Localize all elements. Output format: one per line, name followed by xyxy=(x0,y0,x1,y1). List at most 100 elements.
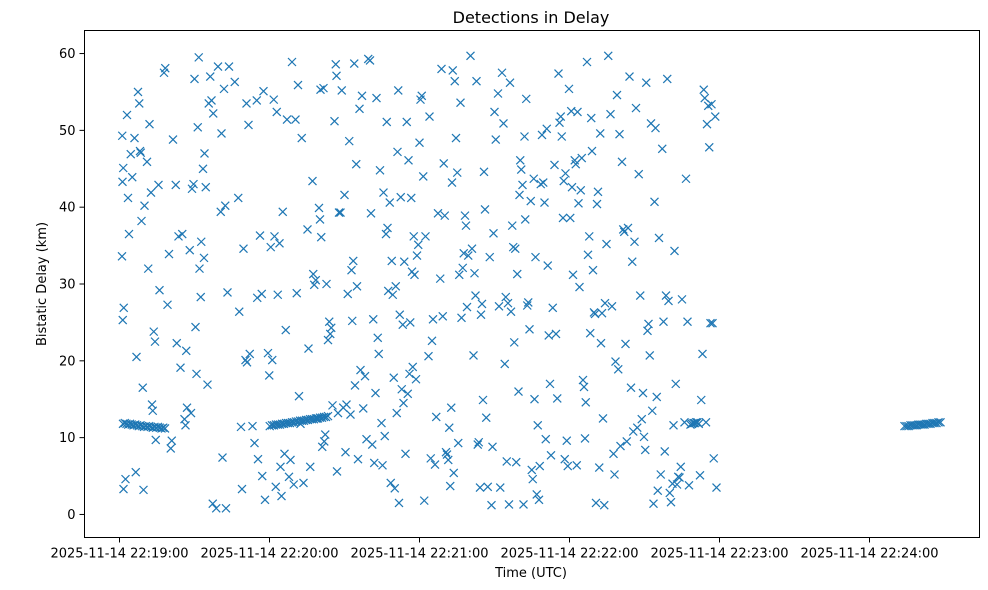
data-point-x-marker xyxy=(532,490,542,499)
data-point-x-marker xyxy=(372,93,381,103)
data-point-x-marker xyxy=(509,337,519,347)
x-tick-label: 2025-11-14 22:20:00 xyxy=(200,547,338,562)
data-point-x-marker xyxy=(622,437,632,446)
data-point-x-marker xyxy=(316,85,325,95)
data-point-x-marker xyxy=(140,201,149,211)
data-point-x-marker xyxy=(304,344,313,353)
data-point-x-marker xyxy=(158,423,168,433)
data-point-x-marker xyxy=(193,122,203,132)
data-point-x-marker xyxy=(426,453,436,463)
data-point-x-marker xyxy=(117,131,127,141)
data-point-x-marker xyxy=(182,403,192,413)
data-point-x-marker xyxy=(652,392,662,402)
data-point-x-marker xyxy=(607,301,617,311)
data-point-x-marker xyxy=(308,176,317,186)
data-point-x-marker xyxy=(699,85,709,95)
data-point-x-marker xyxy=(495,483,505,492)
data-point-x-marker xyxy=(701,417,711,427)
data-point-x-marker xyxy=(561,168,570,178)
data-point-x-marker xyxy=(292,288,302,298)
data-point-x-marker xyxy=(122,110,132,120)
data-point-x-marker xyxy=(273,290,283,300)
data-points xyxy=(117,51,945,513)
data-point-x-marker xyxy=(424,351,433,361)
data-point-x-marker xyxy=(672,480,682,489)
data-point-x-marker xyxy=(271,482,281,492)
data-point-x-marker xyxy=(514,387,523,396)
data-point-x-marker xyxy=(415,138,424,148)
data-point-x-marker xyxy=(503,298,513,308)
data-point-x-marker xyxy=(456,98,465,108)
data-point-x-marker xyxy=(117,251,127,261)
data-point-x-marker xyxy=(460,211,470,221)
data-point-x-marker xyxy=(388,290,398,300)
data-point-x-marker xyxy=(545,379,555,389)
data-point-x-marker xyxy=(590,309,600,319)
data-point-x-marker xyxy=(177,229,187,239)
data-point-x-marker xyxy=(704,142,714,152)
data-point-x-marker xyxy=(644,319,653,329)
data-point-x-marker xyxy=(297,133,307,143)
data-point-x-marker xyxy=(417,91,427,101)
data-point-x-marker xyxy=(171,180,181,190)
data-point-x-marker xyxy=(324,317,334,327)
data-point-x-marker xyxy=(540,198,549,207)
data-point-x-marker xyxy=(531,252,540,262)
data-point-x-marker xyxy=(332,467,342,476)
data-point-x-marker xyxy=(535,461,545,471)
data-point-x-marker xyxy=(515,155,525,165)
data-point-x-marker xyxy=(638,388,648,398)
data-point-x-marker xyxy=(441,447,451,457)
data-point-x-marker xyxy=(418,172,428,181)
data-point-x-marker xyxy=(163,300,172,310)
data-point-x-marker xyxy=(541,434,551,444)
y-tick-label: 30 xyxy=(59,278,76,293)
data-point-x-marker xyxy=(557,132,567,141)
data-point-x-marker xyxy=(670,246,679,256)
data-point-x-marker xyxy=(397,384,407,394)
data-point-x-marker xyxy=(380,431,390,441)
data-point-x-marker xyxy=(435,274,445,284)
data-point-x-marker xyxy=(126,149,136,159)
data-point-x-marker xyxy=(476,310,486,320)
data-point-x-marker xyxy=(375,165,385,175)
data-point-x-marker xyxy=(176,363,185,373)
data-point-x-marker xyxy=(425,112,434,121)
data-point-x-marker xyxy=(510,244,520,254)
data-point-x-marker xyxy=(606,109,615,119)
data-point-x-marker xyxy=(538,178,548,188)
data-point-x-marker xyxy=(702,119,712,129)
y-tick-label: 50 xyxy=(59,124,76,139)
data-point-x-marker xyxy=(360,371,370,381)
data-point-x-marker xyxy=(134,99,144,108)
data-point-x-marker xyxy=(551,329,561,339)
y-axis: 0 10 20 30 40 50 60 xyxy=(59,47,85,523)
data-point-x-marker xyxy=(602,239,611,249)
data-point-x-marker xyxy=(650,197,659,207)
data-point-x-marker xyxy=(342,400,351,410)
data-point-x-marker xyxy=(630,237,639,247)
data-point-x-marker xyxy=(409,231,419,241)
data-point-x-marker xyxy=(200,148,209,158)
data-point-x-marker xyxy=(382,117,392,127)
data-point-x-marker xyxy=(637,414,647,424)
data-point-x-marker xyxy=(257,289,267,299)
data-point-x-marker xyxy=(439,158,449,168)
data-point-x-marker xyxy=(447,178,457,188)
data-point-x-marker xyxy=(349,59,359,68)
data-point-x-marker xyxy=(474,437,484,447)
data-point-x-marker xyxy=(386,478,396,488)
data-point-x-marker xyxy=(645,351,655,360)
x-tick-label: 2025-11-14 22:22:00 xyxy=(500,547,638,562)
data-point-x-marker xyxy=(383,223,392,233)
data-point-x-marker xyxy=(438,311,448,321)
y-tick-label: 0 xyxy=(67,508,75,523)
data-point-x-marker xyxy=(612,90,622,100)
data-point-x-marker xyxy=(587,146,597,156)
data-point-x-marker xyxy=(421,231,430,241)
data-point-x-marker xyxy=(244,120,253,130)
data-point-x-marker xyxy=(627,257,637,267)
data-point-x-marker xyxy=(208,499,218,509)
data-point-x-marker xyxy=(294,391,304,401)
data-point-x-marker xyxy=(477,299,487,309)
